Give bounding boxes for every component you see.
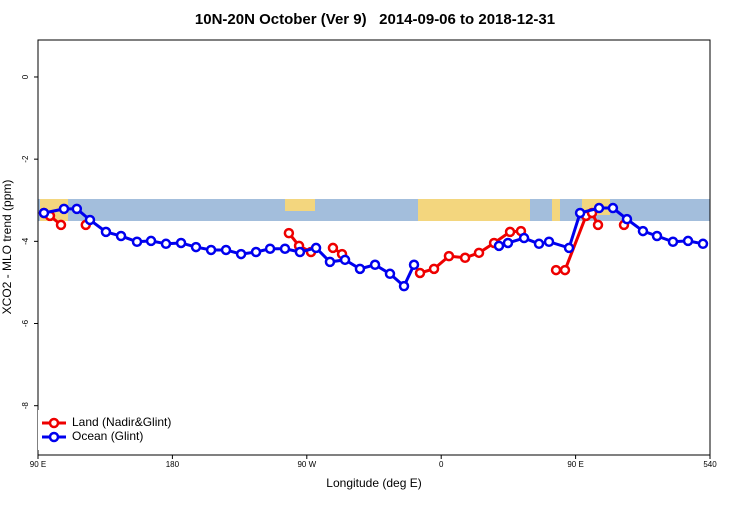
point [145, 235, 157, 247]
point [250, 246, 262, 258]
chart-title: 10N-20N October (Ver 9) 2014-09-06 to 20… [195, 11, 555, 28]
point [651, 230, 663, 242]
x-axis-label: Longitude (deg E) [326, 476, 421, 490]
point [518, 232, 530, 244]
point [205, 244, 217, 256]
point [71, 203, 83, 215]
point [398, 280, 410, 292]
point [38, 207, 50, 219]
point [283, 227, 295, 239]
point [667, 236, 679, 247]
point [175, 237, 187, 249]
point [682, 235, 694, 247]
point [459, 252, 471, 264]
y-tick-label: 0 [21, 74, 30, 79]
point [559, 264, 571, 276]
point [354, 263, 366, 275]
point [637, 225, 649, 237]
x-tick-label: 540 [703, 460, 717, 469]
point [533, 238, 545, 250]
point [84, 214, 96, 226]
point [502, 237, 514, 249]
legend-marker [48, 431, 60, 443]
point [592, 219, 604, 231]
point [55, 219, 67, 231]
point [574, 207, 586, 219]
point [279, 243, 291, 254]
point [563, 242, 575, 254]
y-axis-label: XCO2 - MLO trend (ppm) [0, 180, 14, 315]
legend [38, 410, 188, 450]
point [115, 230, 127, 242]
point [621, 213, 633, 225]
point [324, 256, 336, 268]
point [131, 236, 143, 247]
point [294, 246, 306, 258]
legend-marker [48, 417, 60, 429]
x-tick-label: 180 [166, 460, 180, 469]
y-tick-label: -4 [21, 237, 30, 245]
point [593, 202, 605, 214]
x-tick-label: 0 [439, 460, 444, 469]
point [235, 248, 247, 260]
point [190, 241, 202, 253]
point [550, 264, 562, 276]
point [543, 236, 555, 247]
point [384, 268, 396, 280]
point [220, 244, 232, 256]
point [339, 254, 351, 266]
point [310, 242, 322, 254]
point [493, 240, 505, 252]
point [504, 226, 516, 238]
point [327, 242, 339, 254]
point [408, 259, 420, 271]
point [473, 247, 485, 259]
x-tick-label: 90 E [567, 460, 583, 469]
point [58, 203, 70, 215]
point [369, 259, 381, 271]
x-tick-label: 90 W [297, 460, 316, 469]
point [443, 250, 455, 262]
point [428, 263, 440, 275]
point [160, 238, 172, 250]
point [414, 267, 426, 279]
y-tick-label: -6 [21, 319, 30, 327]
legend-label: Ocean (Glint) [72, 429, 143, 443]
x-tick-label: 90 E [30, 460, 46, 469]
plot-frame [37, 39, 711, 456]
y-tick-label: -2 [21, 155, 30, 163]
y-tick-label: -8 [21, 402, 30, 410]
point [697, 238, 709, 250]
point [264, 243, 276, 254]
point [607, 202, 619, 214]
legend-label: Land (Nadir&Glint) [72, 415, 171, 429]
point [100, 226, 112, 238]
